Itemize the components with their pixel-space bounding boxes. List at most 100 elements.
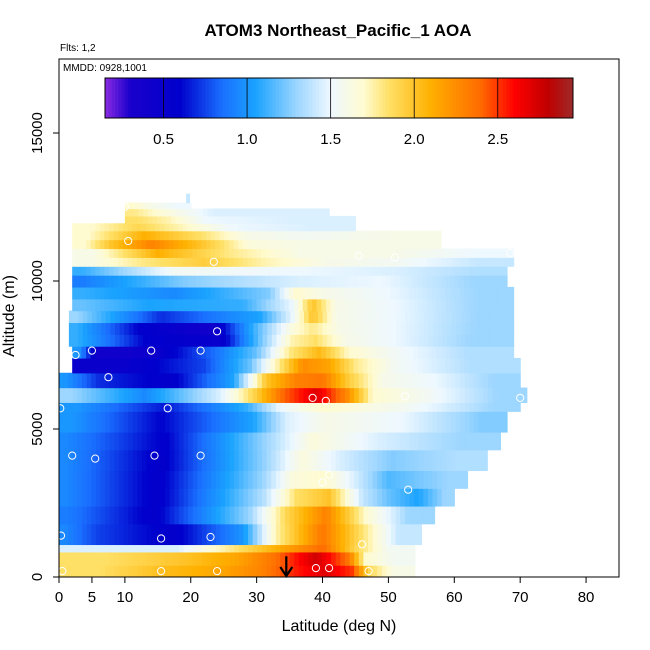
heatmap-cell bbox=[155, 565, 162, 577]
heatmap-cell bbox=[183, 402, 189, 412]
colorbar-swatch bbox=[339, 78, 343, 118]
colorbar-swatch bbox=[288, 78, 293, 118]
sample-point bbox=[104, 373, 113, 382]
heatmap-cell bbox=[243, 411, 249, 433]
heatmap-cell bbox=[482, 275, 488, 288]
heatmap-cell bbox=[395, 257, 401, 267]
colorbar-swatch bbox=[335, 78, 340, 118]
heatmap-cell bbox=[155, 248, 161, 258]
colorbar-swatch bbox=[459, 78, 464, 118]
heatmap-cell bbox=[414, 431, 420, 451]
heatmap-cell bbox=[423, 449, 429, 472]
heatmap-cell bbox=[178, 266, 184, 276]
heatmap-cell bbox=[192, 257, 198, 267]
heatmap-cell bbox=[183, 565, 189, 577]
heatmap-cell bbox=[302, 286, 308, 300]
heatmap-cell bbox=[331, 411, 337, 433]
heatmap-cell bbox=[77, 470, 83, 489]
heatmap-cell bbox=[279, 223, 285, 232]
heatmap-cell bbox=[128, 544, 134, 553]
heatmap-cell bbox=[326, 551, 332, 566]
heatmap-cell bbox=[335, 298, 341, 312]
heatmap-cell bbox=[86, 248, 92, 258]
heatmap-cell bbox=[221, 215, 227, 224]
heatmap-cell bbox=[160, 372, 166, 389]
heatmap-cell bbox=[288, 257, 295, 267]
heatmap-cell bbox=[136, 257, 142, 267]
heatmap-cell bbox=[73, 334, 79, 347]
heatmap-cell bbox=[238, 402, 245, 412]
heatmap-cell bbox=[145, 298, 152, 312]
heatmap-cell bbox=[293, 223, 299, 232]
heatmap-cell bbox=[325, 266, 332, 276]
heatmap-cell bbox=[242, 257, 249, 267]
heatmap-cell bbox=[483, 411, 489, 433]
heatmap-cell bbox=[105, 449, 111, 472]
heatmap-cell bbox=[265, 230, 272, 241]
heatmap-cell bbox=[142, 431, 148, 451]
heatmap-cell bbox=[418, 239, 424, 250]
heatmap-cell bbox=[354, 322, 361, 335]
heatmap-cell bbox=[298, 257, 304, 267]
heatmap-cell bbox=[307, 298, 313, 312]
heatmap-cell bbox=[201, 239, 207, 250]
heatmap-cell bbox=[242, 248, 249, 258]
colorbar-swatch bbox=[532, 78, 537, 118]
heatmap-cell bbox=[90, 230, 96, 241]
heatmap-cell bbox=[354, 449, 360, 472]
heatmap-cell bbox=[118, 357, 124, 374]
heatmap-cell bbox=[288, 239, 295, 250]
heatmap-cell bbox=[187, 346, 193, 359]
heatmap-cell bbox=[192, 544, 198, 553]
heatmap-cell bbox=[161, 310, 167, 324]
heatmap-cell bbox=[233, 248, 239, 258]
colorbar-swatch bbox=[322, 78, 327, 118]
heatmap-cell bbox=[478, 266, 484, 276]
heatmap-cell bbox=[427, 346, 433, 359]
heatmap-cell bbox=[464, 402, 471, 412]
colorbar-swatch bbox=[255, 78, 260, 118]
heatmap-cell bbox=[197, 411, 203, 433]
colorbar-swatch bbox=[185, 78, 190, 118]
heatmap-cell bbox=[229, 431, 235, 451]
heatmap-cell bbox=[220, 544, 226, 553]
heatmap-cell bbox=[344, 223, 350, 232]
heatmap-cell bbox=[362, 230, 368, 241]
heatmap-cell bbox=[303, 387, 309, 403]
colorbar-swatch bbox=[372, 78, 377, 118]
heatmap-cell bbox=[344, 286, 350, 300]
heatmap-cell bbox=[123, 565, 129, 577]
chart-title: ATOM3 Northeast_Pacific_1 AOA bbox=[204, 21, 471, 40]
heatmap-cell bbox=[433, 334, 439, 347]
heatmap-cell bbox=[385, 346, 391, 359]
heatmap-cell bbox=[308, 411, 314, 433]
heatmap-cell bbox=[243, 431, 249, 451]
heatmap-cell bbox=[404, 248, 410, 258]
heatmap-cell bbox=[134, 202, 140, 210]
heatmap-cell bbox=[308, 470, 314, 489]
heatmap-cell bbox=[252, 551, 258, 566]
heatmap-cell bbox=[91, 449, 97, 472]
heatmap-cell bbox=[211, 372, 217, 389]
heatmap-cell bbox=[201, 357, 207, 374]
sample-point bbox=[404, 485, 413, 494]
heatmap-cell bbox=[437, 488, 443, 507]
heatmap-cell bbox=[339, 248, 345, 258]
heatmap-cell bbox=[408, 275, 415, 288]
heatmap-cell bbox=[233, 286, 239, 300]
sample-point bbox=[390, 253, 400, 262]
heatmap-cell bbox=[505, 357, 511, 374]
heatmap-cell bbox=[104, 357, 110, 374]
heatmap-cell bbox=[239, 310, 245, 324]
heatmap-cell bbox=[437, 387, 443, 403]
heatmap-cell bbox=[123, 411, 129, 433]
heatmap-cell bbox=[340, 544, 346, 553]
heatmap-cell bbox=[261, 470, 268, 489]
heatmap-cell bbox=[225, 449, 231, 472]
heatmap-cell bbox=[451, 411, 457, 433]
heatmap-cell bbox=[100, 431, 106, 451]
heatmap-cell bbox=[395, 505, 401, 525]
heatmap-cell bbox=[128, 431, 134, 451]
heatmap-cell bbox=[128, 402, 134, 412]
